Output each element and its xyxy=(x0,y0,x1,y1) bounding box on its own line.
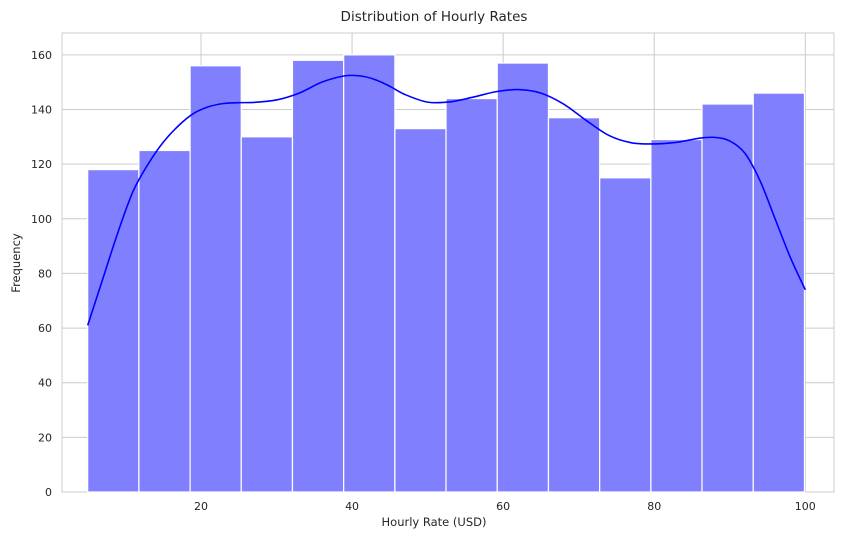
histogram-bar xyxy=(650,138,703,493)
histogram-bar xyxy=(445,97,498,493)
histogram-bar xyxy=(87,169,140,493)
y-tick-label: 120 xyxy=(31,158,52,171)
y-tick-label: 60 xyxy=(38,322,52,335)
x-tick-label: 40 xyxy=(345,500,359,513)
y-tick-label: 80 xyxy=(38,267,52,280)
y-tick-label: 0 xyxy=(45,486,52,499)
tick-labels: 20 40 60 80 100 0 20 40 60 80 100 120 140 160 xyxy=(31,49,816,513)
histogram-bar xyxy=(138,149,191,493)
chart-title: Distribution of Hourly Rates xyxy=(341,9,528,25)
x-axis-title: Hourly Rate (USD) xyxy=(382,515,487,529)
histogram-bar xyxy=(496,62,550,493)
histogram-bar xyxy=(343,54,396,493)
histogram-bar xyxy=(291,59,345,493)
y-tick-label: 20 xyxy=(38,431,52,444)
kde-curve xyxy=(86,74,807,326)
histogram-bar xyxy=(394,128,447,493)
y-axis-title: Frequency xyxy=(9,233,23,293)
histogram-bar xyxy=(752,92,806,493)
histogram-bars xyxy=(87,54,806,493)
histogram-bar xyxy=(701,103,754,493)
histogram-bar xyxy=(189,65,242,493)
x-tick-label: 80 xyxy=(647,500,661,513)
x-tick-label: 60 xyxy=(496,500,510,513)
histogram-bar xyxy=(599,177,652,493)
y-tick-label: 100 xyxy=(31,213,52,226)
y-tick-label: 140 xyxy=(31,104,52,117)
histogram-bar xyxy=(240,136,294,493)
y-tick-label: 40 xyxy=(38,377,52,390)
x-tick-label: 20 xyxy=(194,500,208,513)
histogram-bar xyxy=(547,117,601,493)
y-tick-label: 160 xyxy=(31,49,52,62)
x-tick-label: 100 xyxy=(795,500,816,513)
kde-line xyxy=(86,74,807,326)
